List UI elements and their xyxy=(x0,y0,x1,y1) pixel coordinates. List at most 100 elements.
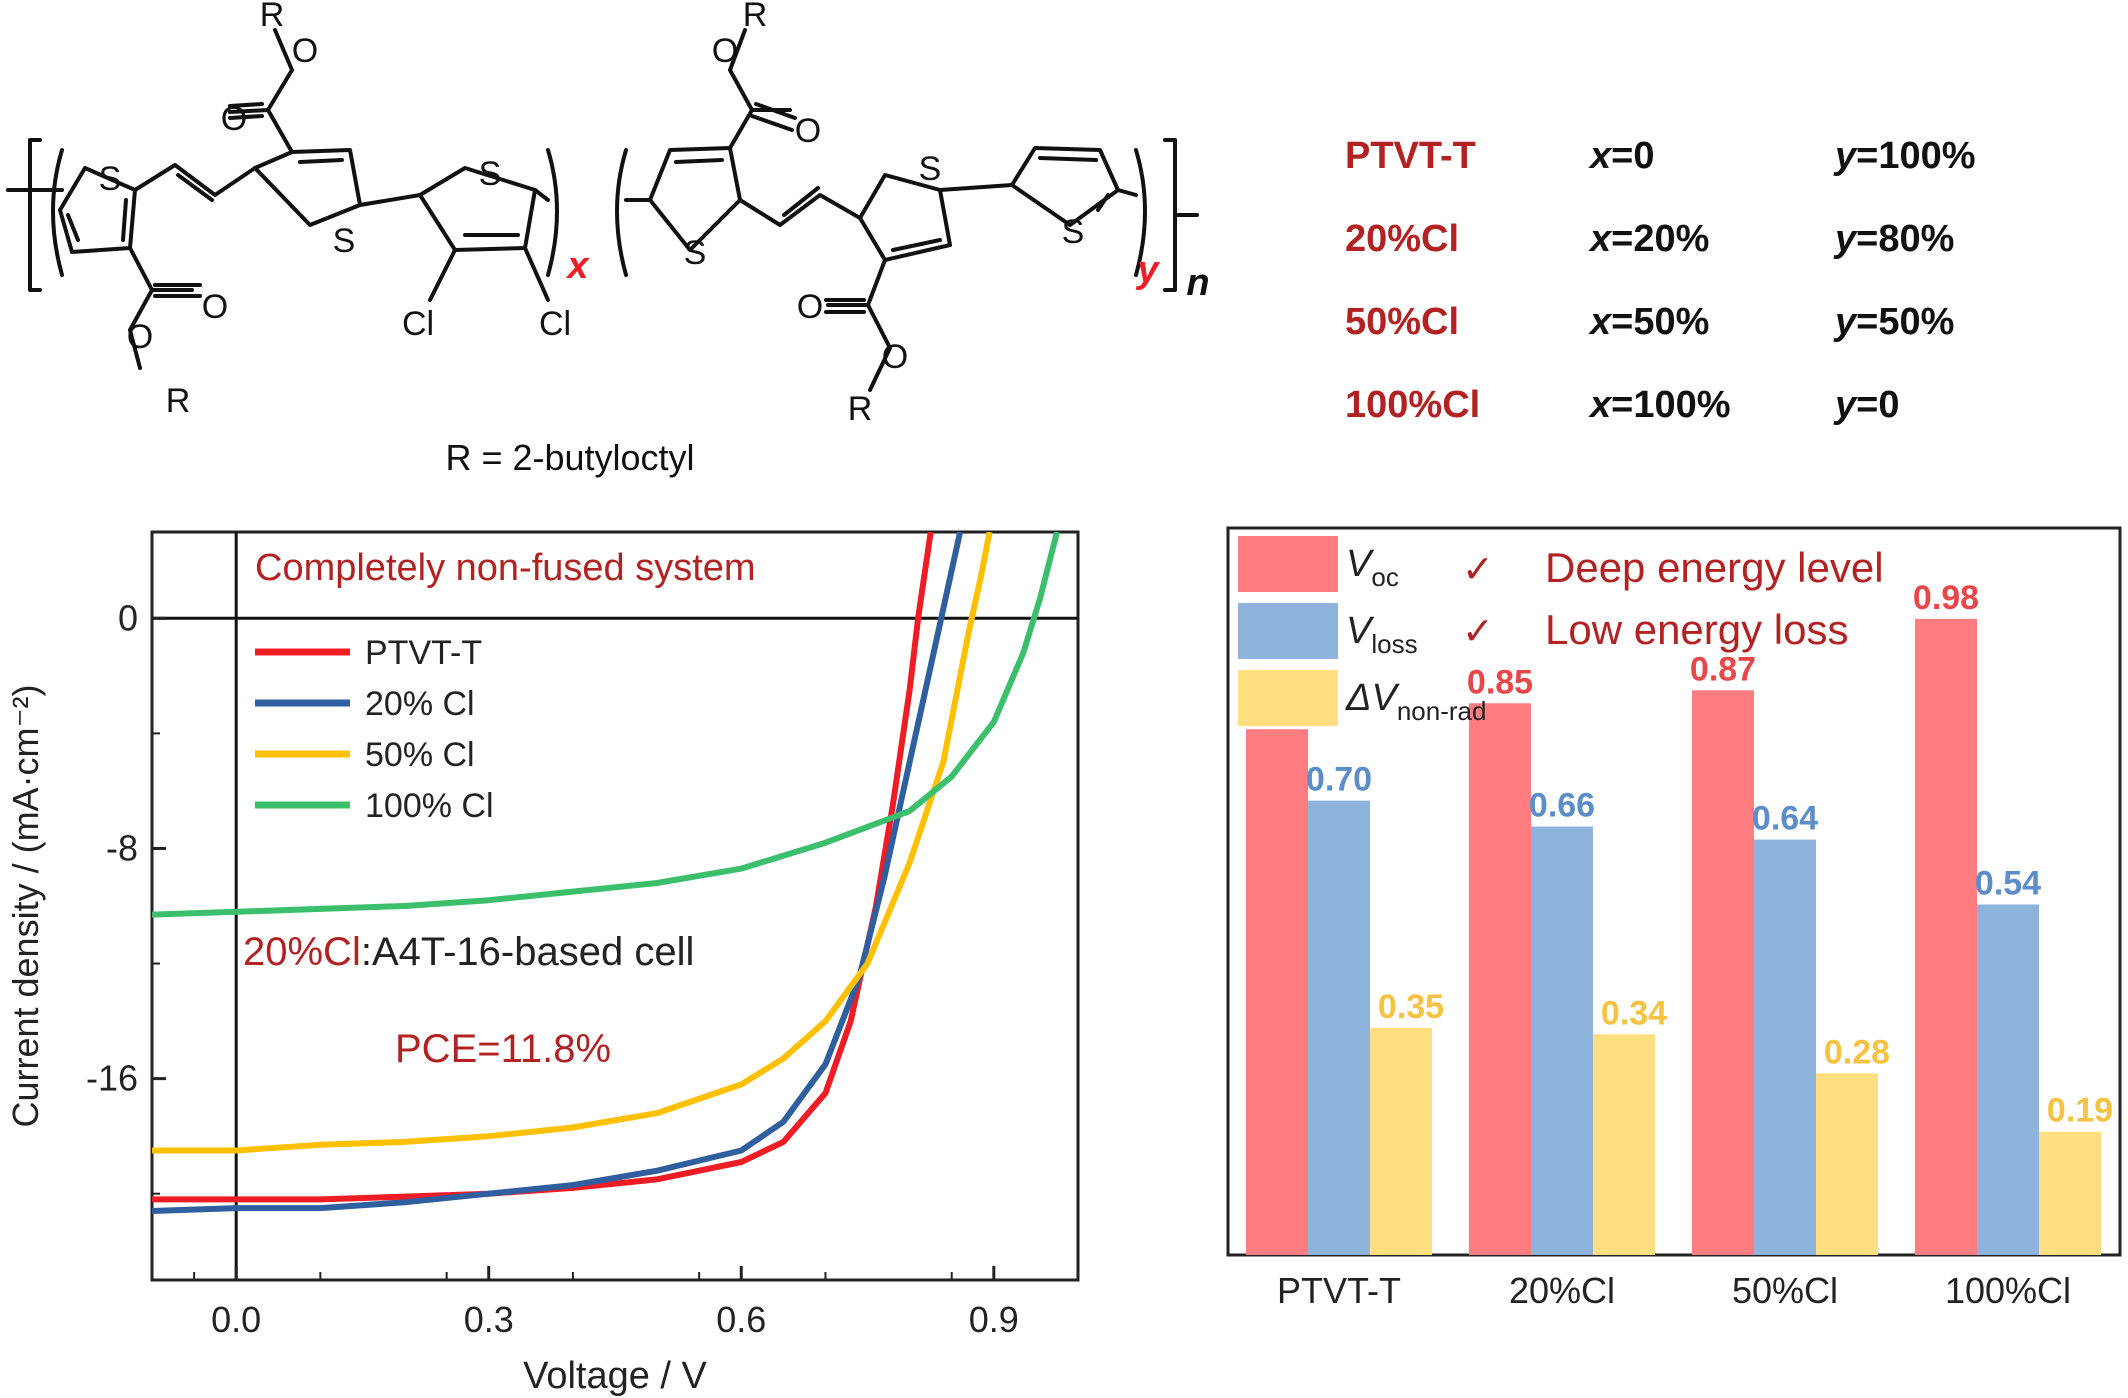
x-axis-label: Voltage / V xyxy=(523,1355,707,1397)
link-5-6 xyxy=(938,183,1014,192)
series-line-50-cl xyxy=(152,532,993,1154)
annotation-cell: 20%Cl:A4T-16-based cell xyxy=(243,930,694,974)
subscript-y: y xyxy=(1135,249,1160,291)
legend-label: Vloss xyxy=(1346,610,1418,659)
double-bond xyxy=(298,158,344,164)
table-row-name: PTVT-T xyxy=(1345,135,1476,177)
plot-frame xyxy=(150,530,1080,1282)
thiophene-ring-3 xyxy=(418,166,537,252)
series-line-20-cl xyxy=(152,532,964,1214)
vinylene-1 xyxy=(133,163,257,202)
x-tick-label: 0.6 xyxy=(716,1299,766,1340)
legend-label: Voc xyxy=(1346,543,1399,592)
bond xyxy=(533,188,550,202)
legend-label: 50% Cl xyxy=(365,736,475,774)
atom-o: O xyxy=(712,32,738,70)
legend-swatch xyxy=(1238,536,1338,592)
atom-r: R xyxy=(166,382,191,420)
legend-label: PTVT-T xyxy=(365,634,482,672)
bar-data-label: 0.34 xyxy=(1601,994,1667,1032)
x-tick-label: PTVT-T xyxy=(1277,1270,1401,1311)
x-tick-label: 100%Cl xyxy=(1945,1270,2071,1311)
thiophene-ring-1 xyxy=(58,166,137,254)
bar-data-label: 0.66 xyxy=(1529,787,1595,825)
thiophene-ring-6 xyxy=(1010,146,1120,227)
bar xyxy=(1469,703,1531,1255)
y-tick-label: -16 xyxy=(86,1058,138,1099)
atom-r: R xyxy=(848,390,873,428)
carbonyl-2 xyxy=(228,102,264,120)
bar xyxy=(1816,1073,1878,1255)
atom-r: R xyxy=(743,0,768,34)
bar-data-label: 0.19 xyxy=(2047,1092,2113,1130)
atom-cl: Cl xyxy=(539,305,571,343)
atom-cl: Cl xyxy=(402,305,434,343)
x-tick-label: 0.9 xyxy=(969,1299,1019,1340)
y-tick-label: -8 xyxy=(106,827,138,868)
atom-o: O xyxy=(795,112,821,150)
bar xyxy=(1308,800,1370,1255)
x-tick-label: 20%Cl xyxy=(1509,1270,1615,1311)
series-line-ptvt-t xyxy=(152,532,934,1203)
atom-s: S xyxy=(333,222,356,260)
legend-label: ΔVnon-rad xyxy=(1345,677,1486,726)
atom-o: O xyxy=(202,288,228,326)
x-tick-label: 0.0 xyxy=(211,1299,261,1340)
bar-data-label: 0.70 xyxy=(1306,761,1372,799)
carbonyl-1 xyxy=(153,283,202,298)
annotation-system: Completely non-fused system xyxy=(255,547,756,589)
atom-o: O xyxy=(221,100,247,138)
atom-s: S xyxy=(1062,213,1085,251)
bar xyxy=(1915,618,1977,1255)
table-row-x: x=0 xyxy=(1588,135,1654,177)
table-row-name: 20%Cl xyxy=(1345,218,1459,260)
atom-labels: S S S S S S O O O O O O O O Cl Cl R R R … xyxy=(99,0,1210,478)
y-axis-label: Current density / (mA·cm⁻²) xyxy=(5,684,46,1127)
y-tick-label: 0 xyxy=(118,597,138,638)
bar-data-label: 0.98 xyxy=(1913,579,1979,617)
subscript-n: n xyxy=(1186,262,1209,304)
jv-curve-chart: 0.0 0.3 0.6 0.9 0 -8 -16 Voltage / V Current den… xyxy=(5,530,1080,1397)
table-row-name: 50%Cl xyxy=(1345,301,1459,343)
ester-3 xyxy=(728,28,792,150)
composition-table: PTVT-T x=0 y=100% 20%Cl x=20% y=80% 50%Cl x=50%… xyxy=(1345,135,1976,426)
carbonyl-4 xyxy=(824,298,866,314)
double-bond xyxy=(891,238,942,252)
table-row-y: y=0 xyxy=(1833,384,1899,426)
bar xyxy=(2039,1131,2101,1255)
atom-s: S xyxy=(479,155,502,193)
link-2-3 xyxy=(358,193,422,207)
atom-r: R xyxy=(260,0,285,34)
thiophene-ring-4 xyxy=(648,146,742,252)
thiophene-ring-5 xyxy=(858,173,952,262)
bar xyxy=(1754,839,1816,1255)
table-row-y: y=50% xyxy=(1833,301,1954,343)
bar xyxy=(1246,729,1308,1255)
double-bond xyxy=(1038,156,1110,212)
table-row-name: 100%Cl xyxy=(1345,384,1480,426)
bar xyxy=(1977,904,2039,1255)
thiophene-ring-2 xyxy=(253,148,362,227)
atom-o: O xyxy=(882,338,908,376)
legend-swatch xyxy=(1238,603,1338,659)
atom-s: S xyxy=(919,150,942,188)
check-icon: ✓ xyxy=(1462,547,1494,591)
r-group-note: R = 2-butyloctyl xyxy=(445,437,694,478)
double-bond xyxy=(66,198,128,242)
voltage-bar-chart: 0.810.700.35PTVT-T0.850.660.3420%Cl0.870… xyxy=(1226,526,2122,1311)
bar xyxy=(1531,826,1593,1255)
atom-o: O xyxy=(127,318,153,356)
bar-data-label: 0.28 xyxy=(1824,1033,1890,1071)
legend-label: 100% Cl xyxy=(365,787,494,825)
legend-label: 20% Cl xyxy=(365,685,475,723)
bracket-n-left xyxy=(28,138,42,292)
bar xyxy=(1593,1034,1655,1255)
table-row-x: x=100% xyxy=(1588,384,1731,426)
table-row-y: y=100% xyxy=(1833,135,1976,177)
bracket-x-left xyxy=(51,148,64,277)
table-row-x: x=20% xyxy=(1588,218,1709,260)
bar xyxy=(1370,1027,1432,1255)
table-row-x: x=50% xyxy=(1588,301,1709,343)
bar-data-label: 0.35 xyxy=(1378,988,1444,1026)
bond xyxy=(1116,188,1138,197)
